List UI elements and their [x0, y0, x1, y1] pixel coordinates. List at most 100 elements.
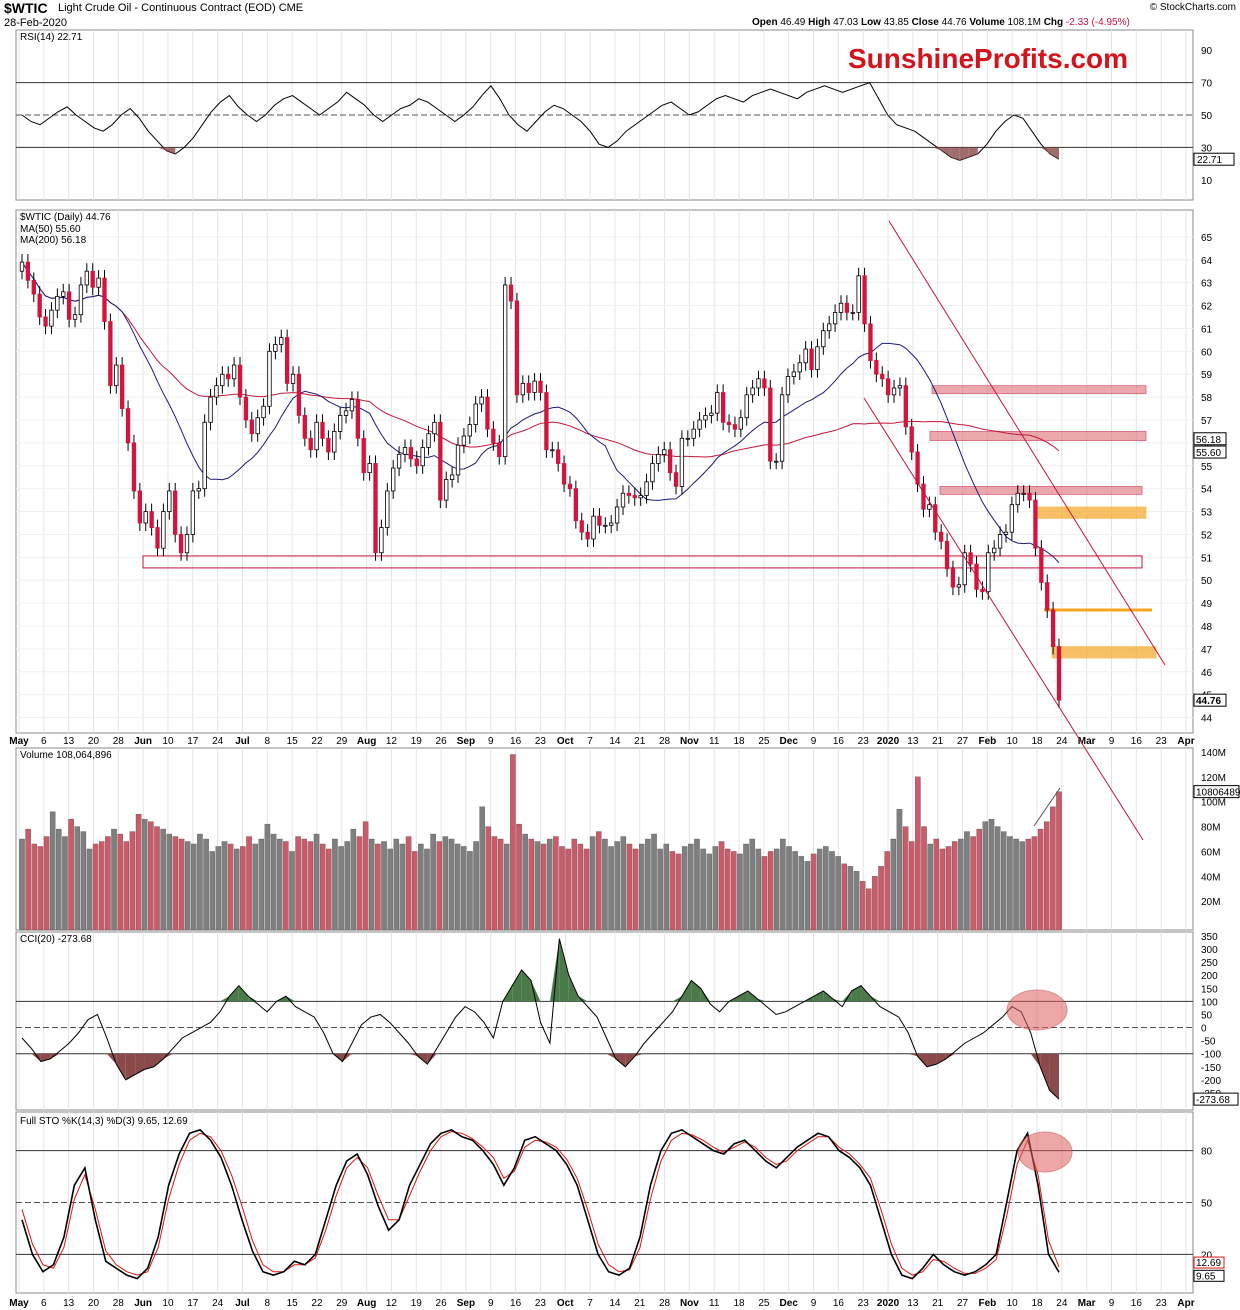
- price-y-tick: 51: [1201, 553, 1213, 564]
- vol-y-tick: 60M: [1201, 847, 1220, 858]
- price-y-tick: 65: [1201, 233, 1213, 244]
- price-y-tick: 49: [1201, 599, 1213, 610]
- price-last-box: [1193, 693, 1227, 707]
- price-x-tick: 16: [1131, 736, 1143, 747]
- volume-bar: [332, 838, 338, 931]
- candle-body: [402, 447, 408, 455]
- volume-bar: [25, 828, 31, 931]
- candle-body: [827, 323, 832, 332]
- volume-bar: [866, 888, 872, 931]
- volume-bar: [215, 846, 222, 931]
- cci-oversold-fill: [50, 1053, 60, 1059]
- sto-x-tick: 18: [734, 1298, 746, 1309]
- candle-body: [161, 511, 166, 549]
- price-y-tick: 46: [1201, 668, 1213, 679]
- sto-x-tick: Aug: [357, 1298, 376, 1309]
- candle-body: [1056, 646, 1062, 701]
- sto-x-tick: 29: [336, 1298, 348, 1309]
- cci-y-tick: -150: [1201, 1063, 1221, 1074]
- vol-y-tick: 100M: [1201, 798, 1226, 809]
- cci-last-value: -273.68: [1196, 1095, 1230, 1106]
- price-x-tick: Nov: [680, 736, 699, 747]
- price-y-tick: 53: [1201, 508, 1213, 519]
- sto-x-tick: 16: [1131, 1298, 1143, 1309]
- candle-body: [927, 504, 932, 510]
- volume-bar: [264, 823, 271, 931]
- volume-bar: [387, 848, 393, 931]
- vol-y-tick: 120M: [1201, 773, 1226, 784]
- chart-date: 28-Feb-2020: [4, 17, 67, 29]
- candle-body: [933, 504, 938, 533]
- volume-bar: [939, 848, 946, 931]
- rsi-oversold-fill: [1040, 147, 1050, 154]
- volume-bar: [74, 826, 80, 931]
- candle-body: [137, 490, 142, 524]
- volume-bar: [160, 828, 166, 931]
- candle-body: [609, 522, 614, 526]
- cci-overbought-fill: [229, 985, 239, 1002]
- volume-bar: [749, 838, 755, 931]
- sto-x-tick: Sep: [457, 1298, 475, 1309]
- candle-body: [237, 364, 243, 398]
- candle-body: [679, 437, 685, 487]
- sto-title: Full STO %K(14,3) %D(3) 9.65, 12.69: [20, 1116, 188, 1127]
- candle-body: [832, 312, 838, 325]
- cci-oversold-fill: [408, 1053, 418, 1057]
- volume-bar: [31, 843, 38, 931]
- quote-open: 46.49: [780, 17, 808, 28]
- quote-close: 44.76: [942, 17, 970, 28]
- volume-bar: [326, 848, 332, 931]
- volume-bar: [92, 843, 99, 931]
- candle-body: [96, 277, 101, 288]
- volume-bar: [589, 836, 596, 931]
- sto-x-tick: 8: [265, 1298, 271, 1309]
- cci-y-tick: -50: [1201, 1037, 1216, 1048]
- volume-bar: [105, 836, 111, 931]
- symbol: $WTIC: [4, 0, 48, 16]
- candle-body: [514, 300, 520, 396]
- sto-x-tick: 2020: [877, 1298, 900, 1309]
- candle-body: [90, 270, 95, 288]
- candle-body: [1015, 492, 1020, 506]
- price-y-tick: 57: [1201, 416, 1213, 427]
- price-title: $WTIC (Daily) 44.76: [20, 212, 111, 223]
- candle-body: [120, 364, 125, 409]
- volume-bar: [976, 828, 982, 931]
- sto-x-tick: 10: [1007, 1298, 1019, 1309]
- sto-x-tick: 9: [811, 1298, 817, 1309]
- candle-body: [432, 421, 437, 435]
- candle-body: [167, 490, 172, 512]
- candle-body: [550, 449, 555, 452]
- volume-bar: [921, 826, 927, 931]
- cci-y-tick: -200: [1201, 1076, 1221, 1087]
- volume-bar: [878, 866, 884, 931]
- rsi-oversold-fill: [932, 147, 942, 151]
- sto-x-tick: Jul: [235, 1298, 250, 1309]
- volume-bar: [86, 848, 93, 931]
- candle-body: [379, 527, 384, 554]
- price-x-tick: 23: [858, 736, 870, 747]
- price-x-tick: 28: [113, 736, 125, 747]
- sto-k-last-box: [1193, 1269, 1225, 1282]
- sto-y-tick: 50: [1201, 1199, 1213, 1210]
- price-y-tick: 64: [1201, 256, 1213, 267]
- candle-body: [538, 380, 543, 393]
- volume-bar: [645, 838, 651, 931]
- candle-body: [184, 534, 190, 554]
- volume-bar: [602, 838, 608, 931]
- volume-bar: [405, 836, 412, 931]
- volume-bar: [227, 843, 234, 931]
- candle-body: [1039, 547, 1044, 583]
- watermark-brand: SunshineProfits.com: [848, 43, 1128, 74]
- volume-bar: [596, 831, 602, 931]
- price-x-tick: 9: [1109, 736, 1115, 747]
- volume-bar: [786, 846, 792, 931]
- volume-bar: [675, 853, 682, 931]
- candle-body: [868, 323, 873, 361]
- candle-body: [202, 421, 207, 490]
- volume-bar: [442, 836, 449, 931]
- volume-bar: [510, 754, 516, 931]
- volume-bar: [571, 838, 577, 931]
- volume-bar: [724, 848, 731, 931]
